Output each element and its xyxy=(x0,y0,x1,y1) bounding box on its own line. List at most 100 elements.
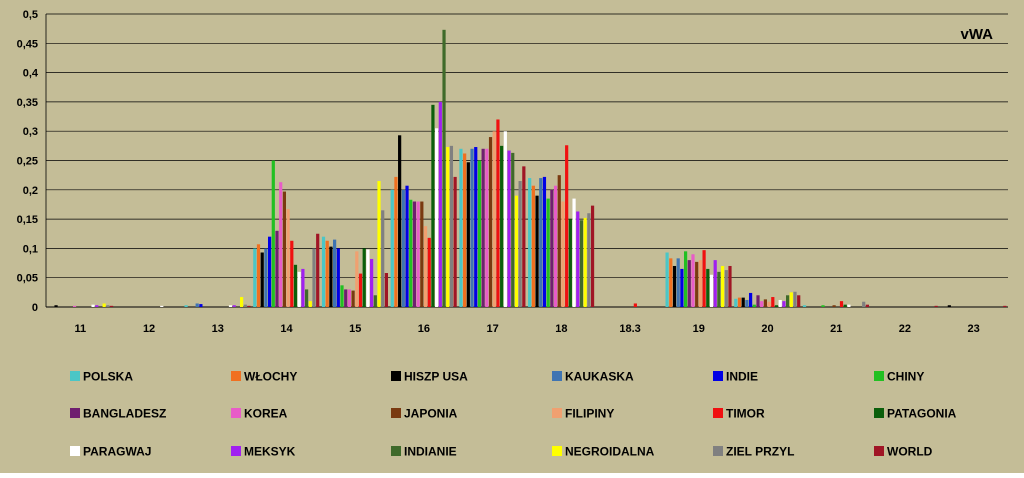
bar-19-1 xyxy=(669,258,673,307)
legend-label: PATAGONIA xyxy=(887,407,957,421)
bar-17-6 xyxy=(481,148,485,307)
bar-17-1 xyxy=(463,153,467,307)
bar-13-13 xyxy=(232,305,236,307)
bar-20-10 xyxy=(771,297,775,307)
legend-label: ZIEL PRZYL xyxy=(726,445,794,459)
bar-15-5 xyxy=(340,285,344,307)
x-tick-label: 14 xyxy=(280,323,293,335)
legend-swatch xyxy=(552,408,562,418)
bar-17-2 xyxy=(466,162,470,307)
bar-19-4 xyxy=(680,268,684,307)
bar-13-12 xyxy=(228,305,233,307)
bar-14-8 xyxy=(282,191,286,307)
bar-16-12 xyxy=(435,128,439,307)
y-tick-label: 0,15 xyxy=(17,214,38,226)
y-tick-label: 0,35 xyxy=(17,97,38,109)
bar-14-11 xyxy=(293,264,298,307)
bar-16-6 xyxy=(412,201,417,307)
bar-16-0 xyxy=(390,189,394,307)
legend-label: POLSKA xyxy=(83,370,133,384)
legend-swatch xyxy=(713,371,723,381)
bar-14-13 xyxy=(301,268,305,307)
legend-swatch xyxy=(874,446,884,456)
bar-11-12 xyxy=(91,304,95,307)
bar-18-4 xyxy=(542,176,547,307)
bar-21-10 xyxy=(839,301,844,307)
x-tick-label: 15 xyxy=(349,323,361,335)
bar-11-16 xyxy=(106,305,110,307)
bar-15-3 xyxy=(333,239,337,307)
bar-20-0 xyxy=(734,298,738,307)
bar-13-3 xyxy=(195,303,199,307)
legend-label: JAPONIA xyxy=(404,407,458,421)
bar-15-11 xyxy=(362,248,366,307)
bar-15-2 xyxy=(329,246,333,307)
bar-19-13 xyxy=(713,260,717,307)
bar-20-7 xyxy=(760,301,764,307)
x-tick-label: 20 xyxy=(761,323,773,335)
x-tick-label: 22 xyxy=(899,323,911,335)
bar-17-14 xyxy=(511,152,515,307)
y-tick-label: 0,5 xyxy=(23,9,38,21)
legend-label: TIMOR xyxy=(726,407,765,421)
legend-label: INDIE xyxy=(726,370,758,384)
bar-23-2 xyxy=(947,305,951,307)
legend-label: BANGLADESZ xyxy=(83,407,166,421)
y-tick-label: 0,4 xyxy=(23,68,39,80)
bar-14-3 xyxy=(264,248,268,307)
bar-17-5 xyxy=(477,160,482,307)
bar-19-16 xyxy=(724,270,728,307)
bar-17-17 xyxy=(522,166,526,307)
bar-22-17 xyxy=(934,305,938,307)
bar-17-9 xyxy=(492,131,496,307)
bar-16-14 xyxy=(442,29,446,307)
legend-swatch xyxy=(713,408,723,418)
bar-15-10 xyxy=(358,273,363,307)
bar-15-16 xyxy=(381,210,385,307)
bar-20-9 xyxy=(767,301,771,307)
legend-swatch xyxy=(231,371,241,381)
bar-14-17 xyxy=(316,233,320,307)
x-tick-label: 13 xyxy=(212,323,224,335)
x-tick-label: 18.3 xyxy=(619,323,640,335)
bar-17-12 xyxy=(503,131,507,307)
bar-18-5 xyxy=(546,198,550,307)
bar-14-4 xyxy=(268,236,272,307)
legend-label: WORLD xyxy=(887,445,933,459)
legend-swatch xyxy=(391,371,401,381)
bar-17-3 xyxy=(470,148,474,307)
bar-15-13 xyxy=(370,258,374,307)
x-tick-label: 21 xyxy=(830,323,842,335)
bar-18-8 xyxy=(557,175,561,307)
x-tick-label: 23 xyxy=(968,323,980,335)
bar-14-9 xyxy=(286,209,290,307)
bar-20-8 xyxy=(763,299,767,307)
bar-17-8 xyxy=(488,137,493,307)
bar-15-7 xyxy=(347,289,352,307)
bar-19-17 xyxy=(728,265,732,307)
bar-15-1 xyxy=(325,240,329,307)
bar-20-12 xyxy=(778,299,782,307)
bar-15-9 xyxy=(355,251,359,307)
bar-16-4 xyxy=(405,185,409,307)
legend-swatch xyxy=(70,371,80,381)
y-tick-label: 0,2 xyxy=(23,185,38,197)
bar-20-14 xyxy=(786,295,790,307)
bar-11-15 xyxy=(102,303,106,307)
bar-18.3-10 xyxy=(633,303,637,307)
bar-17-15 xyxy=(514,195,519,307)
bar-23-17 xyxy=(1003,305,1007,307)
bar-16-2 xyxy=(398,135,402,307)
bar-19-11 xyxy=(706,268,710,307)
legend-label: KAUKASKA xyxy=(565,370,634,384)
bar-18-7 xyxy=(553,185,558,307)
bar-14-6 xyxy=(275,230,279,307)
bar-18-9 xyxy=(561,201,565,307)
bar-13-0 xyxy=(184,305,188,307)
legend-label: CHINY xyxy=(887,370,924,384)
bar-21-11 xyxy=(843,304,847,307)
bar-11-7 xyxy=(72,305,77,307)
legend-swatch xyxy=(713,446,723,456)
bar-16-5 xyxy=(409,199,413,307)
